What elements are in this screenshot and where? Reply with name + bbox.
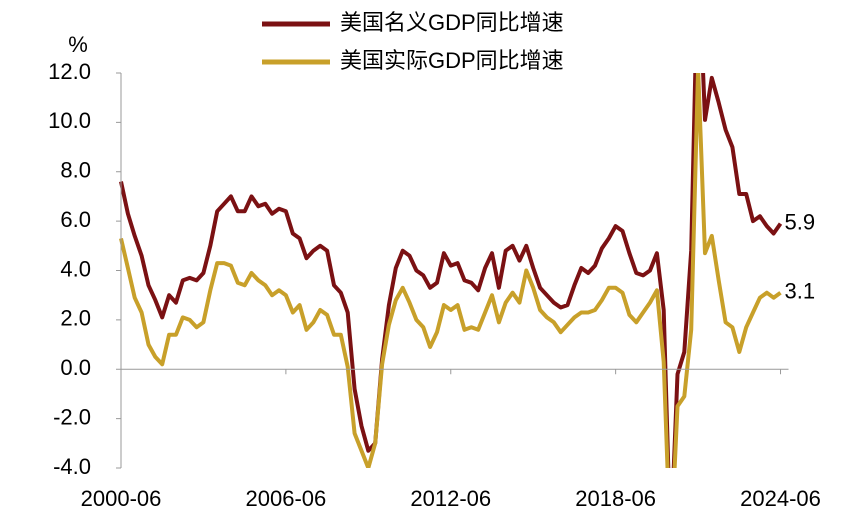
y-tick-label: 2.0 xyxy=(60,306,91,331)
y-tick-label: -2.0 xyxy=(53,404,91,429)
y-unit: % xyxy=(68,32,88,57)
y-tick-label: -4.0 xyxy=(53,454,91,479)
legend-label: 美国名义GDP同比增速 xyxy=(340,10,564,35)
y-tick-label: 6.0 xyxy=(60,207,91,232)
legend-label: 美国实际GDP同比增速 xyxy=(340,48,564,73)
y-tick-label: 10.0 xyxy=(48,108,91,133)
end-label: 3.1 xyxy=(785,279,816,304)
y-tick-label: 12.0 xyxy=(48,59,91,84)
x-tick-label: 2012-06 xyxy=(410,486,491,511)
y-tick-label: 4.0 xyxy=(60,256,91,281)
series-line xyxy=(119,73,783,468)
x-tick-label: 2018-06 xyxy=(575,486,656,511)
series-line xyxy=(119,73,782,468)
x-tick-label: 2024-06 xyxy=(740,486,821,511)
end-label: 5.9 xyxy=(785,209,816,234)
y-tick-label: 0.0 xyxy=(60,355,91,380)
plot-area xyxy=(119,73,783,468)
x-tick-label: 2000-06 xyxy=(81,486,162,511)
y-tick-label: 8.0 xyxy=(60,158,91,183)
x-tick-label: 2006-06 xyxy=(246,486,327,511)
